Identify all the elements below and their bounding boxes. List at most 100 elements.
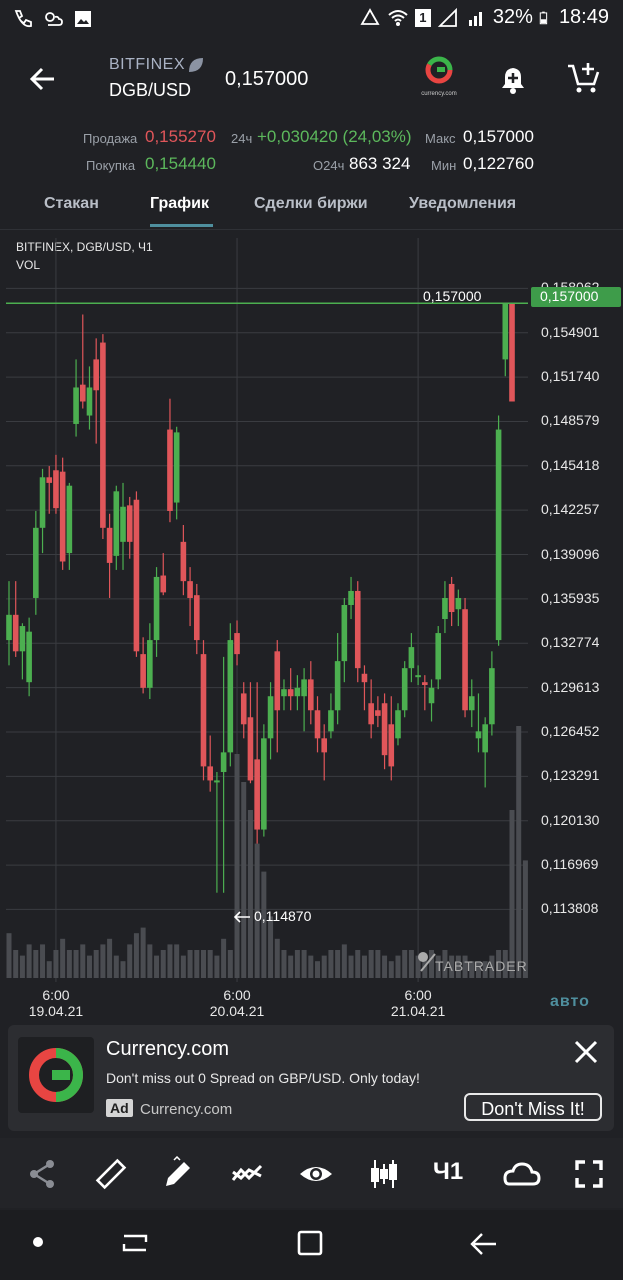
pencil-icon[interactable] (160, 1156, 196, 1192)
volume-bar (261, 871, 267, 978)
dot-icon[interactable] (28, 1232, 48, 1252)
volume-bar (180, 955, 186, 978)
volume-bar (200, 950, 206, 978)
candle-body (462, 609, 468, 711)
x-tick-time: 6:00 (404, 987, 432, 1003)
candle-body (39, 477, 46, 528)
volume-bar (388, 961, 394, 978)
volume-bar (288, 955, 294, 978)
signal-icon-2 (468, 11, 482, 26)
battery-percent: 32% (492, 6, 533, 28)
candlestick-chart[interactable] (0, 230, 623, 1020)
candle-body (247, 717, 254, 781)
volume-bar (522, 860, 528, 978)
x-tick-time: 6:00 (42, 987, 70, 1003)
volume-bar (361, 955, 367, 978)
system-nav-bar (0, 1210, 623, 1280)
candle-body (428, 687, 435, 704)
y-tick-label: 0,113808 (541, 900, 599, 917)
volume-bar (274, 938, 280, 978)
price-chart[interactable]: BITFINEX, DGB/USD, Ч1 VOL 0,1580620,1549… (0, 230, 623, 1020)
buy-value: 0,154440 (145, 154, 216, 173)
candle-body (354, 590, 361, 669)
cloud-icon[interactable] (501, 1156, 541, 1192)
volume-bar (167, 944, 173, 978)
ad-cta-button[interactable]: Don't Miss It! (464, 1093, 602, 1121)
ad-text: Don't miss out 0 Spread on GBP/USD. Only… (106, 1070, 420, 1086)
candle-body (53, 470, 59, 509)
x-tick-date: 21.04.21 (390, 1003, 446, 1019)
candle-body (361, 673, 368, 683)
volume-bar (489, 955, 495, 978)
status-bar: 1 32% 18:49 (0, 0, 623, 38)
candle-body (79, 384, 86, 402)
recents-icon[interactable] (118, 1228, 152, 1258)
candle-body (509, 303, 515, 402)
last-price-tag: 0,157000 (531, 287, 621, 307)
y-tick-label: 0,116969 (541, 856, 599, 873)
back-icon[interactable] (468, 1228, 502, 1260)
candle-body (375, 710, 381, 716)
interval-selector[interactable]: Ч1 (433, 1158, 464, 1185)
volume-bar (509, 810, 515, 978)
candle-body (214, 780, 220, 783)
eye-icon[interactable] (298, 1156, 334, 1192)
ad-title[interactable]: Currency.com (106, 1038, 229, 1060)
volume-bar (348, 955, 354, 978)
weather-icon (45, 12, 63, 26)
close-icon[interactable] (571, 1037, 601, 1067)
candle-body (19, 626, 26, 652)
tab-exchange-trades[interactable]: Сделки биржи (254, 195, 368, 212)
candle-body (334, 661, 341, 711)
share-icon[interactable] (24, 1156, 60, 1192)
volume-bar (80, 944, 86, 978)
volume-bar (13, 950, 19, 978)
candle-body (328, 710, 334, 732)
x-tick-time: 6:00 (223, 987, 251, 1003)
y-tick-label: 0,132774 (541, 634, 600, 651)
candle-body (86, 387, 93, 416)
tab-chart[interactable]: График (150, 195, 209, 212)
tab-notifications[interactable]: Уведомления (409, 195, 517, 212)
candle-body (153, 576, 160, 641)
candle-body (495, 429, 502, 641)
currency-com-logo[interactable]: currency.com (418, 56, 460, 98)
ad-banner[interactable]: Currency.com Don't miss out 0 Spread on … (8, 1025, 614, 1131)
auto-scale-toggle[interactable]: авто (550, 993, 590, 1010)
tab-orderbook[interactable]: Стакан (44, 195, 99, 212)
candle-body (435, 633, 442, 680)
volume-bar (107, 938, 113, 978)
market-stats: Продажа 0,155270 Покупка 0,154440 24ч +0… (0, 120, 623, 180)
volume-bar (194, 950, 200, 978)
volume-bar (234, 754, 240, 978)
volume-bar (147, 944, 153, 978)
add-alert-icon[interactable] (496, 62, 530, 96)
y-tick-label: 0,154901 (541, 323, 600, 340)
add-to-portfolio-icon[interactable] (566, 60, 602, 96)
volume-bar (133, 933, 139, 978)
ruler-icon[interactable] (93, 1156, 129, 1192)
sim-badge: 1 (414, 8, 431, 27)
volume-bar (475, 961, 481, 978)
back-arrow-icon[interactable] (28, 64, 58, 94)
volume-bar (241, 782, 247, 978)
candles-icon[interactable] (366, 1156, 402, 1192)
ad-logo (18, 1037, 94, 1113)
fullscreen-icon[interactable] (571, 1156, 607, 1192)
candle-body (207, 766, 213, 781)
phone-wifi-icon (14, 10, 32, 28)
signal-icon (437, 7, 457, 27)
candle-body (66, 485, 73, 554)
indicators-icon[interactable] (229, 1156, 265, 1192)
home-icon[interactable] (294, 1228, 328, 1260)
y-tick-label: 0,145418 (541, 456, 600, 473)
x-tick-date: 19.04.21 (28, 1003, 84, 1019)
candle-body (106, 527, 113, 563)
candle-body (113, 491, 120, 556)
candle-body (160, 575, 167, 593)
candle-body (26, 631, 32, 683)
volume-bar (221, 938, 227, 978)
battery-icon (539, 11, 548, 24)
candle-body (482, 724, 488, 753)
candle-body (348, 590, 354, 605)
